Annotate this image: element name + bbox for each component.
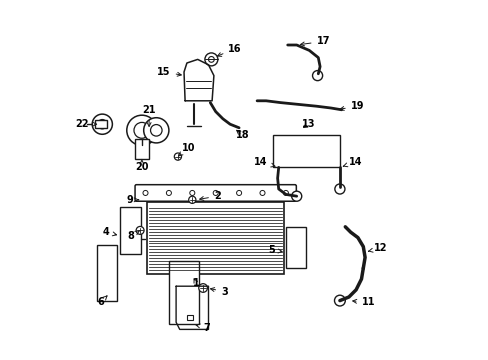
Bar — [273, 135, 339, 167]
Circle shape — [334, 295, 345, 306]
Polygon shape — [183, 59, 213, 101]
Circle shape — [136, 226, 144, 234]
Circle shape — [134, 122, 149, 138]
Text: 19: 19 — [340, 101, 364, 111]
Circle shape — [283, 190, 288, 195]
Bar — [168, 261, 199, 324]
Circle shape — [126, 115, 157, 145]
Circle shape — [189, 190, 194, 195]
Bar — [95, 120, 106, 128]
Text: 4: 4 — [102, 227, 116, 237]
Circle shape — [98, 120, 107, 129]
Text: 21: 21 — [142, 105, 156, 126]
Circle shape — [150, 125, 162, 136]
Circle shape — [204, 53, 218, 66]
Bar — [285, 227, 305, 268]
Text: 18: 18 — [235, 130, 248, 140]
Circle shape — [208, 57, 214, 62]
Text: 13: 13 — [302, 119, 315, 129]
Text: 22: 22 — [75, 119, 97, 129]
Text: 2: 2 — [199, 191, 220, 201]
Circle shape — [213, 190, 218, 195]
Text: 14: 14 — [254, 157, 274, 167]
Circle shape — [312, 71, 322, 81]
Text: 7: 7 — [196, 323, 209, 333]
Text: 12: 12 — [368, 243, 387, 253]
Bar — [120, 207, 141, 254]
Text: 3: 3 — [210, 287, 227, 297]
Bar — [186, 315, 193, 320]
Text: 20: 20 — [135, 159, 148, 172]
Circle shape — [188, 196, 196, 203]
Text: 15: 15 — [157, 67, 181, 77]
Text: 11: 11 — [352, 297, 374, 307]
Text: 14: 14 — [343, 157, 362, 167]
Circle shape — [143, 118, 168, 143]
Circle shape — [166, 190, 171, 195]
Circle shape — [92, 114, 112, 134]
Bar — [97, 245, 117, 301]
Circle shape — [174, 153, 181, 160]
Text: 10: 10 — [178, 143, 195, 156]
Text: 5: 5 — [268, 245, 282, 255]
Text: 6: 6 — [97, 296, 107, 307]
Text: 16: 16 — [217, 44, 241, 57]
Circle shape — [260, 190, 264, 195]
Bar — [147, 202, 284, 274]
Text: 1: 1 — [192, 278, 199, 288]
Circle shape — [236, 190, 241, 195]
Circle shape — [291, 191, 301, 201]
Text: 8: 8 — [127, 230, 140, 241]
Circle shape — [142, 190, 148, 195]
Circle shape — [334, 184, 344, 194]
Text: 9: 9 — [126, 195, 138, 205]
Bar — [134, 139, 149, 159]
Circle shape — [199, 284, 207, 292]
Text: 17: 17 — [300, 36, 329, 46]
FancyBboxPatch shape — [135, 185, 296, 201]
